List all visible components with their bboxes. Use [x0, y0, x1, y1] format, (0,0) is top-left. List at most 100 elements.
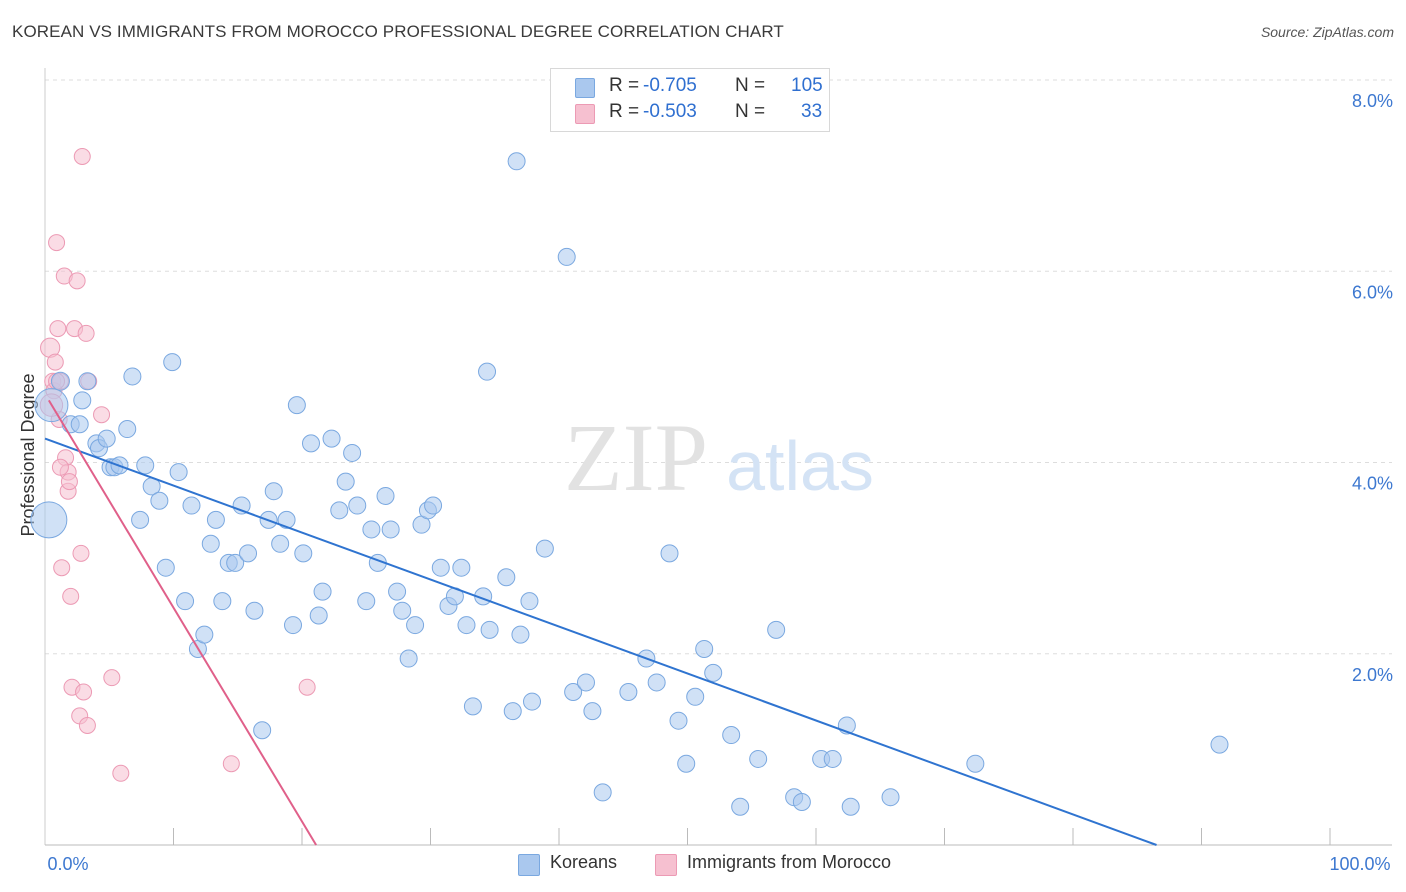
data-point-korean: [497, 568, 516, 587]
data-point-korean: [330, 501, 349, 520]
data-point-korean: [313, 582, 332, 601]
data-point-korean: [881, 788, 900, 807]
data-point-korean: [176, 592, 195, 611]
data-point-korean: [677, 754, 696, 773]
data-point-korean: [50, 371, 70, 391]
y-tick-labels: 2.0% 4.0% 6.0% 8.0%: [1352, 91, 1393, 685]
watermark-zip: ZIP: [564, 404, 708, 511]
n-label: N =: [735, 101, 766, 122]
data-point-korean: [523, 692, 542, 711]
data-point-korean: [322, 429, 341, 448]
data-point-korean: [264, 482, 283, 501]
data-point-korean: [520, 592, 539, 611]
data-point-korean: [966, 754, 985, 773]
data-point-korean: [583, 702, 602, 721]
data-point-korean: [669, 711, 688, 730]
data-point-korean: [294, 544, 313, 563]
data-point-korean: [277, 510, 296, 529]
data-point-korean: [78, 372, 97, 391]
data-point-korean: [343, 443, 362, 462]
data-point-korean: [593, 783, 612, 802]
x-tick-label: 100.0%: [1329, 854, 1390, 874]
data-point-morocco: [48, 234, 66, 252]
data-point-korean: [357, 592, 376, 611]
trendline-morocco: [47, 399, 317, 846]
data-point-morocco: [60, 473, 78, 491]
data-point-korean: [478, 362, 497, 381]
r-value: -0.503: [643, 101, 697, 122]
r-value: -0.705: [643, 75, 697, 96]
data-point-korean: [564, 683, 583, 701]
data-point-morocco: [103, 669, 121, 687]
data-point-morocco: [72, 544, 90, 562]
data-point-korean: [1210, 735, 1229, 754]
data-point-korean: [619, 683, 638, 701]
data-point-morocco: [78, 716, 96, 734]
trendlines: [44, 399, 1157, 846]
data-point-morocco: [222, 755, 240, 773]
data-point-korean: [70, 415, 89, 434]
data-point-korean: [647, 673, 666, 692]
data-point-korean: [388, 582, 407, 601]
data-point-korean: [376, 486, 395, 505]
data-point-korean: [195, 625, 214, 644]
data-point-morocco: [49, 320, 67, 338]
data-point-korean: [206, 510, 225, 529]
data-point-korean: [150, 491, 169, 510]
y-tick-label: 6.0%: [1352, 282, 1393, 302]
data-point-korean: [749, 749, 768, 768]
data-point-korean: [503, 702, 522, 721]
data-point-korean: [301, 434, 320, 453]
r-label: R =: [609, 101, 640, 122]
data-point-korean: [557, 247, 576, 266]
data-point-korean: [381, 520, 400, 539]
y-axis-label: Professional Degree: [18, 373, 38, 536]
data-point-korean: [163, 353, 182, 372]
data-point-morocco: [73, 148, 91, 165]
data-point-morocco: [112, 764, 130, 782]
data-point-korean: [722, 726, 741, 745]
data-point-korean: [118, 420, 137, 439]
watermark: ZIP atlas: [564, 404, 874, 511]
data-point-korean: [226, 553, 245, 572]
data-point-morocco: [77, 324, 95, 342]
data-point-korean: [284, 616, 303, 635]
bottom-legend-label-morocco: Immigrants from Morocco: [687, 852, 892, 872]
n-value: 33: [801, 101, 823, 122]
data-point-korean: [239, 544, 258, 563]
chart-title: KOREAN VS IMMIGRANTS FROM MOROCCO PROFES…: [12, 22, 784, 41]
y-tick-label: 2.0%: [1352, 665, 1393, 685]
data-point-korean: [399, 649, 418, 668]
data-point-korean: [457, 616, 476, 635]
data-point-korean: [463, 697, 482, 716]
data-point-korean: [201, 534, 220, 553]
data-point-korean: [507, 152, 526, 171]
data-point-korean: [271, 534, 290, 553]
data-point-korean: [695, 639, 714, 658]
r-label: R =: [609, 75, 640, 96]
data-point-korean: [182, 496, 201, 515]
data-point-morocco: [62, 587, 80, 605]
legend-swatch-koreans: [575, 78, 595, 98]
correlation-legend: R = -0.705 N = 105 R = -0.503 N = 33: [550, 68, 830, 132]
y-tick-label: 8.0%: [1352, 91, 1393, 111]
data-point-korean: [287, 396, 306, 415]
n-label: N =: [735, 75, 766, 96]
data-point-korean: [511, 625, 530, 644]
data-point-korean: [704, 663, 723, 682]
data-point-korean: [731, 797, 750, 816]
data-point-korean: [823, 749, 842, 768]
data-point-korean: [535, 539, 554, 558]
x-tick-label: 0.0%: [47, 854, 88, 874]
data-point-korean: [660, 544, 679, 563]
data-point-korean: [406, 616, 425, 635]
data-point-morocco: [46, 353, 64, 371]
data-point-korean: [123, 367, 142, 386]
data-point-korean: [424, 496, 443, 515]
data-point-korean: [131, 510, 150, 529]
data-point-morocco: [298, 678, 316, 696]
watermark-atlas: atlas: [726, 427, 874, 505]
n-value: 105: [791, 75, 823, 96]
data-point-korean: [253, 721, 272, 740]
